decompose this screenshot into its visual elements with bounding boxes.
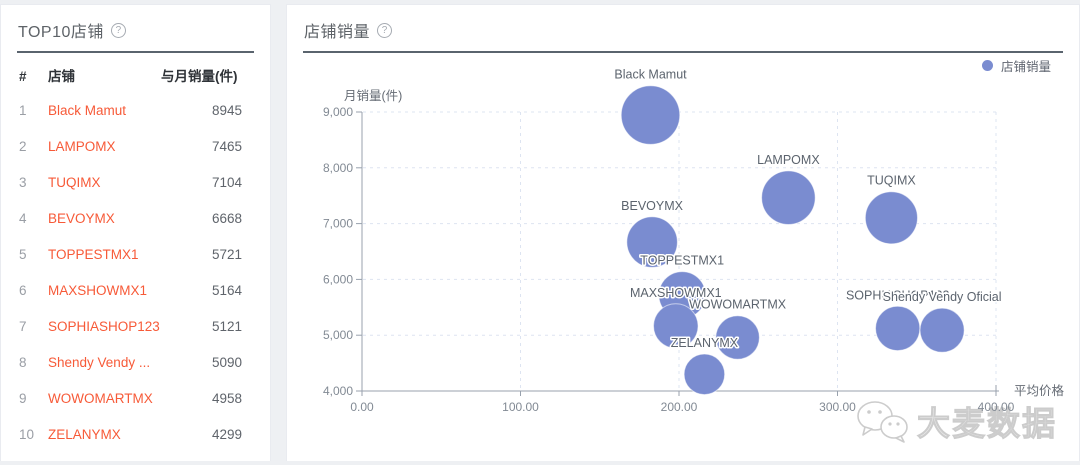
shop-name[interactable]: Shendy Vendy ... [48,354,151,370]
shop-name[interactable]: ZELANYMX [48,426,121,442]
top10-table: # 店铺 与月销量(件) 1 Black Mamut 8945 2 LAMPOMX 746… [19,57,256,452]
y-tick-label: 5,000 [323,328,353,342]
bubble-label: TUQIMX [867,174,916,188]
bubble-label: Shendy Vendy Oficial [883,290,1002,304]
legend-dot-icon [981,60,993,71]
bubble-label: ZELANYMX [671,336,739,350]
shop-name[interactable]: MAXSHOWMX1 [48,282,148,298]
shop-name[interactable]: TOPPESTMX1 [48,246,139,262]
x-tick-label: 400.00 [978,400,1015,414]
title-divider [17,51,254,53]
y-tick-label: 7,000 [323,217,353,231]
bubble-label: MAXSHOWMX1 [630,286,722,300]
top10-shops-panel: TOP10店铺 ? # 店铺 与月销量(件) 1 Black Mamut 8945 2… [0,4,271,461]
bubble-label: BEVOYMX [621,199,683,213]
table-row[interactable]: 7 SOPHIASHOP123 5121 [19,308,256,344]
chart-bubble[interactable] [626,216,678,268]
chart-bubble[interactable] [875,305,921,352]
chart-bubble[interactable] [864,191,919,245]
rank-cell: 1 [19,102,27,118]
sales-value: 5090 [211,354,242,370]
top10-panel-title: TOP10店铺 [18,24,104,41]
rank-cell: 9 [19,390,27,406]
shop-name[interactable]: LAMPOMX [48,138,116,154]
bubble-label: LAMPOMX [757,153,820,167]
bubble-label: TOPPESTMX1 [640,254,724,268]
rank-cell: 6 [19,282,27,298]
sales-value: 5164 [211,282,242,298]
sales-value: 7465 [211,138,242,154]
help-icon[interactable]: ? [110,22,126,38]
legend-item[interactable]: 店铺销量 [981,56,1051,75]
sales-value: 7104 [211,174,242,190]
chart-bubble[interactable] [653,303,699,349]
x-tick-label: 100.00 [502,400,539,414]
bubble-label: SOPHIASHOP123 [846,288,950,302]
table-row[interactable]: 4 BEVOYMX 6668 [19,200,256,236]
sales-value: 5721 [211,246,242,262]
rank-cell: 8 [19,354,27,370]
shop-name[interactable]: Black Mamut [48,102,127,118]
top10-panel-header: TOP10店铺 ? [1,5,270,51]
shop-name[interactable]: SOPHIASHOP123 [48,318,160,334]
sales-value: 5121 [211,318,242,334]
help-icon[interactable]: ? [377,22,393,38]
chart-bubble[interactable] [715,315,760,360]
rank-cell: 10 [19,426,35,442]
y-tick-label: 9,000 [323,105,353,119]
table-row[interactable]: 6 MAXSHOWMX1 5164 [19,272,256,308]
sales-value: 4958 [211,390,242,406]
rank-column-header: # [19,69,27,84]
x-tick-label: 300.00 [819,400,856,414]
sales-value: 8945 [211,102,242,118]
legend-label: 店铺销量 [1000,60,1051,74]
x-tick-label: 0.00 [350,400,374,414]
sales-panel-header: 店铺销量 ? [287,5,1079,51]
table-header-row: # 店铺 与月销量(件) [19,57,256,92]
y-tick-label: 6,000 [323,272,353,286]
bubble-label: Black Mamut [614,68,687,82]
bubble-chart: 4,000 5,000 6,000 7,000 8,000 9,000 0.00 100.00… [323,66,1065,414]
bubble-label: WOWOMARTMX [689,298,787,312]
sales-value: 4299 [211,426,242,442]
title-divider [303,51,1063,53]
y-axis-title: 月销量(件) [344,89,402,103]
y-tick-label: 8,000 [323,161,353,175]
table-row[interactable]: 3 TUQIMX 7104 [19,164,256,200]
chart-bubble[interactable] [620,85,681,145]
shop-name[interactable]: BEVOYMX [48,210,115,226]
sales-panel-title: 店铺销量 [304,24,371,41]
table-row[interactable]: 1 Black Mamut 8945 [19,92,256,128]
table-row[interactable]: 8 Shendy Vendy ... 5090 [19,344,256,380]
table-row[interactable]: 2 LAMPOMX 7465 [19,128,256,164]
y-tick-label: 4,000 [323,384,353,398]
chart-bubble[interactable] [919,307,965,353]
table-row[interactable]: 5 TOPPESTMX1 5721 [19,236,256,272]
table-row[interactable]: 9 WOWOMARTMX 4958 [19,380,256,416]
shop-name[interactable]: WOWOMARTMX [48,390,153,406]
chart-bubble[interactable] [683,353,726,396]
x-tick-label: 200.00 [661,400,698,414]
rank-cell: 2 [19,138,27,154]
rank-cell: 4 [19,210,27,226]
shop-column-header: 店铺 [48,69,75,84]
shop-name[interactable]: TUQIMX [48,174,101,190]
x-axis-title: 平均价格 [1014,383,1065,398]
rank-cell: 3 [19,174,27,190]
shop-sales-panel: 大麦数据 4,000 5,000 6,000 7,000 8,000 9,000 0.00 1… [286,4,1080,461]
table-row[interactable]: 10 ZELANYMX 4299 [19,416,256,452]
rank-cell: 7 [19,318,27,334]
rank-cell: 5 [19,246,27,262]
chart-bubble[interactable] [761,170,816,225]
sales-value: 6668 [211,210,242,226]
sales-column-header: 与月销量(件) [161,69,238,84]
